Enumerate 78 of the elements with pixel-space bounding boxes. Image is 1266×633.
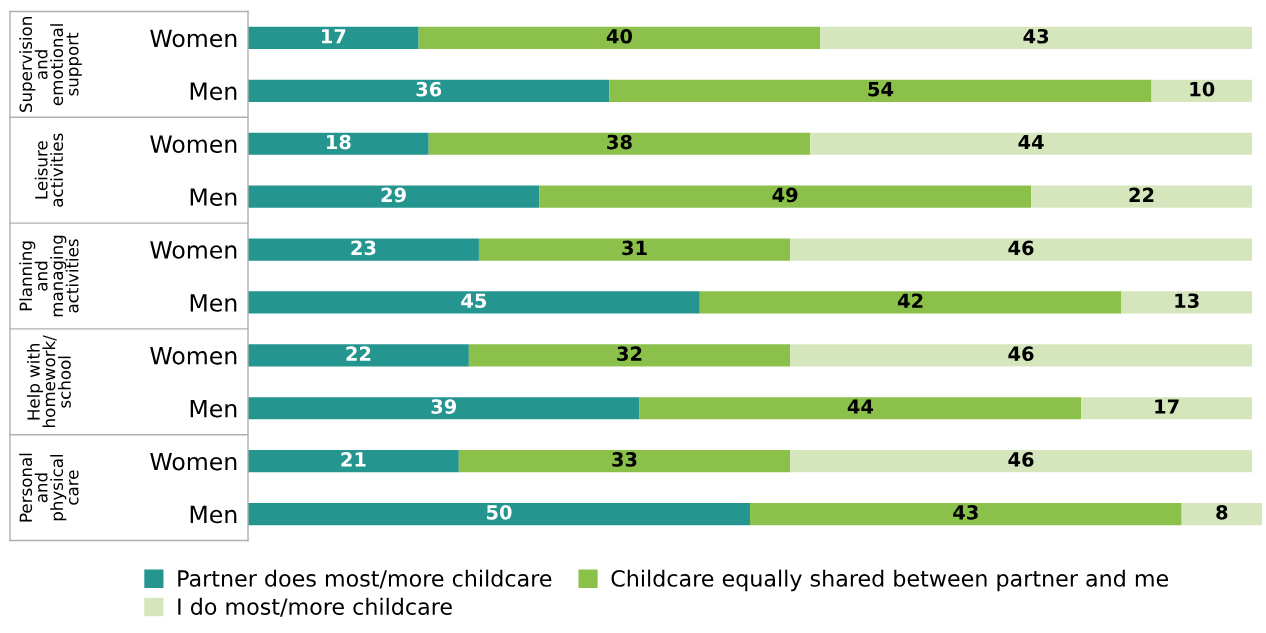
data-label: 10 [1190,81,1215,97]
bar [248,79,610,102]
legend-label: Partner does most/more childcare [178,569,552,589]
y-tick-label: Men [190,400,237,418]
data-label: 36 [416,81,442,97]
text: Leisure activities [34,133,64,207]
y-tick-label: Women [150,347,237,365]
data-label: 46 [1008,240,1034,256]
bar [428,132,811,155]
data-label: 54 [868,82,894,97]
bar [1121,291,1252,314]
bar [418,26,821,50]
y-tick-label: Women [150,29,237,48]
text: Personal and physical care [19,453,79,522]
bar [248,397,640,420]
data-label: 42 [897,293,923,308]
data-label: 46 [1008,346,1034,361]
data-label: 22 [346,346,371,361]
bar [468,344,791,367]
bar [248,450,459,473]
data-label: 8 [1216,504,1228,520]
data-label: 17 [322,29,346,44]
data-label: 44 [847,399,874,414]
data-label: 43 [953,504,978,520]
data-label: 44 [1018,134,1044,150]
data-label: 45 [461,293,487,309]
y-tick-label: Women [150,241,237,259]
y-tick-label: Women [150,452,237,471]
text: Planning and managing activities [19,235,79,317]
bar [810,132,1252,155]
bar [749,502,1182,526]
bar [248,344,469,367]
data-label: 21 [341,452,366,467]
y-tick-label: Men [190,188,237,206]
data-label: 43 [1023,28,1049,44]
bar [1181,502,1262,526]
text: Supervision and emotional support [19,17,82,112]
bar [639,397,1082,420]
bar [790,450,1252,473]
bar [1151,79,1252,102]
data-label: 18 [327,134,351,150]
data-label: 46 [1008,452,1034,467]
data-label: 50 [486,504,512,520]
data-label: 31 [622,240,647,256]
data-label: 29 [381,187,406,203]
data-label: 33 [612,452,637,467]
data-label: 22 [1129,187,1154,203]
bar [1031,185,1252,208]
legend-label: I do most/more childcare [178,597,452,617]
data-label: 32 [617,346,642,361]
data-label: 23 [351,240,376,256]
text: Help with homework/ school [26,335,71,427]
bar [248,291,700,314]
bar [248,238,479,261]
bar [248,132,429,155]
bar [539,185,1032,208]
bar [458,450,791,473]
data-label: 17 [1155,399,1179,414]
data-label: 13 [1175,293,1199,309]
data-label: 40 [606,28,633,44]
bar [790,344,1252,367]
bar [609,79,1152,102]
y-tick-label: Men [190,505,237,524]
data-label: 39 [431,399,457,414]
legend-label: Childcare equally shared between partner and me [611,569,1169,592]
bar [1081,397,1252,420]
bar [248,185,540,208]
y-tick-label: Women [150,135,237,154]
bar [248,26,419,50]
y-tick-label: Men [190,294,237,312]
bar [478,238,791,261]
bar [790,238,1252,261]
data-label: 38 [607,134,632,150]
bar [248,502,750,526]
data-label: 49 [772,187,798,203]
bar [820,26,1252,50]
y-tick-label: Men [190,82,237,101]
bar [699,291,1122,314]
